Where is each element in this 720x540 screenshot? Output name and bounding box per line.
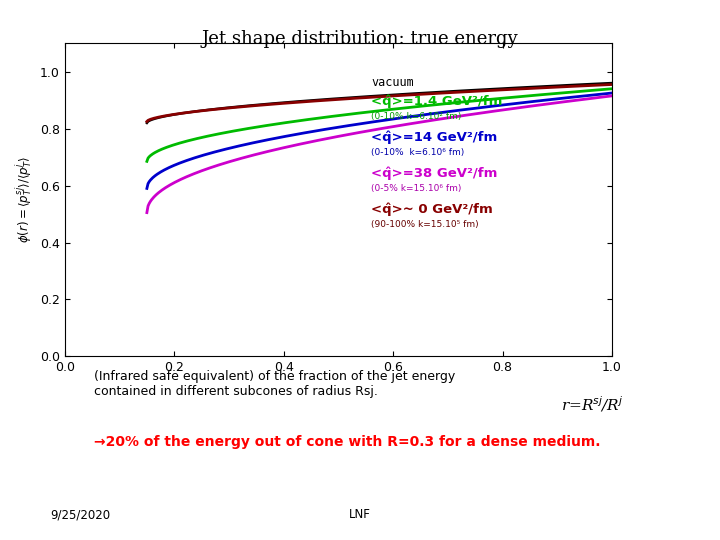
Text: <q̂>=1.4 GeV²/fm: <q̂>=1.4 GeV²/fm <box>372 95 503 109</box>
Text: (0-10% k=6.10² fm): (0-10% k=6.10² fm) <box>372 112 462 121</box>
Text: <q̂>=14 GeV²/fm: <q̂>=14 GeV²/fm <box>372 131 498 144</box>
Text: Jet shape distribution: true energy: Jet shape distribution: true energy <box>202 30 518 48</box>
Text: <q̂>~ 0 GeV²/fm: <q̂>~ 0 GeV²/fm <box>372 203 493 217</box>
Text: (90-100% k=15.10⁵ fm): (90-100% k=15.10⁵ fm) <box>372 220 479 229</box>
Text: 9/25/2020: 9/25/2020 <box>50 508 111 521</box>
Text: LNF: LNF <box>349 508 371 521</box>
Text: <q̂>=38 GeV²/fm: <q̂>=38 GeV²/fm <box>372 167 498 180</box>
Text: (Infrared safe equivalent) of the fraction of the jet energy
contained in differ: (Infrared safe equivalent) of the fracti… <box>94 370 455 398</box>
Text: →20% of the energy out of cone with R=0.3 for a dense medium.: →20% of the energy out of cone with R=0.… <box>94 435 600 449</box>
Text: (0-10%  k=6.10⁶ fm): (0-10% k=6.10⁶ fm) <box>372 148 464 157</box>
Text: (0-5% k=15.10⁶ fm): (0-5% k=15.10⁶ fm) <box>372 184 462 193</box>
Text: r=R$^{sj}$/R$^{j}$: r=R$^{sj}$/R$^{j}$ <box>561 394 623 414</box>
Text: vacuum: vacuum <box>372 76 414 89</box>
Y-axis label: $\phi(r)=\langle p_T^{sj}\rangle/\langle p_T^{j}\rangle$: $\phi(r)=\langle p_T^{sj}\rangle/\langle… <box>14 156 35 244</box>
